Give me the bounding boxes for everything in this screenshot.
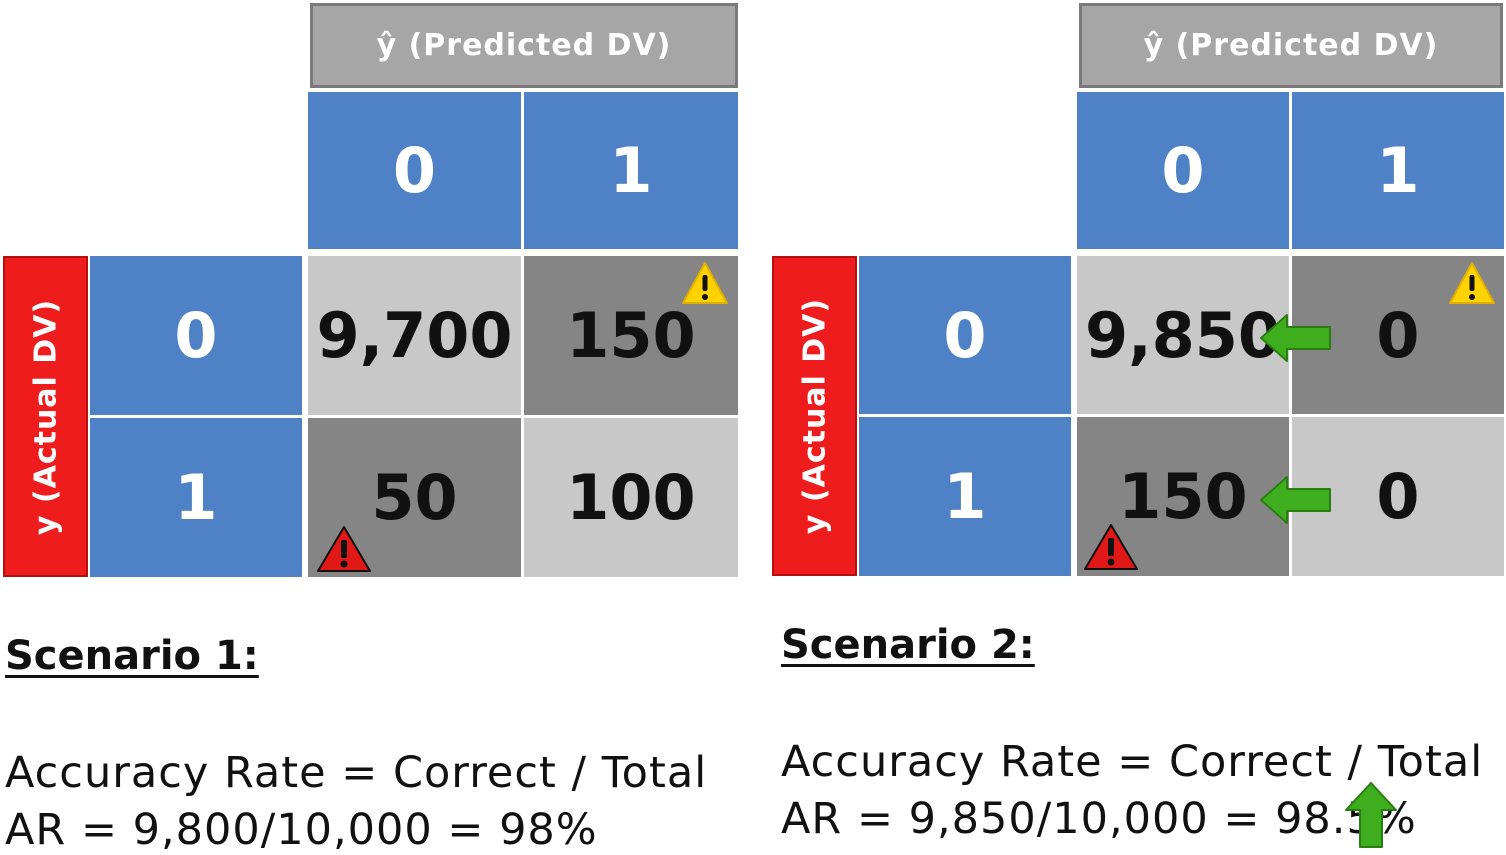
scenario-2-formula-line1: Accuracy Rate = Correct / Total — [781, 737, 1484, 787]
col-header-1-s2: 1 — [1292, 92, 1504, 249]
predicted-header-1: ŷ (Predicted DV) — [310, 3, 738, 88]
row-header-1-s2: 1 — [859, 417, 1071, 576]
scenario-2-title: Scenario 2: — [781, 622, 1035, 668]
warning-triangle-yellow-icon — [1449, 262, 1495, 304]
scenario-1-formula-line2: AR = 9,800/10,000 = 98% — [5, 805, 598, 855]
row-label: 0 — [174, 299, 218, 372]
cell-true-negative-s1: 9,700 — [308, 256, 521, 415]
cell-true-positive-s1: 100 — [524, 418, 738, 577]
row-label: 0 — [943, 298, 987, 372]
cell-value: 0 — [1376, 460, 1420, 533]
row-label: 1 — [174, 461, 218, 534]
cell-value: 100 — [566, 461, 696, 534]
predicted-header-2: ŷ (Predicted DV) — [1079, 3, 1503, 88]
cell-value: 150 — [566, 299, 696, 372]
actual-side-bar-1: y (Actual DV) — [3, 256, 88, 577]
cell-value: 9,850 — [1084, 298, 1282, 372]
col-label: 0 — [392, 134, 437, 207]
warning-triangle-yellow-icon — [682, 262, 728, 304]
scenario-2-formula-line2: AR = 9,850/10,000 = 98.5% — [781, 794, 1417, 844]
row-header-0-s1: 0 — [90, 256, 302, 415]
actual-side-label: y (Actual DV) — [28, 298, 63, 535]
arrow-up-green-icon — [1345, 782, 1397, 848]
col-label: 0 — [1161, 134, 1205, 207]
predicted-header-label: ŷ (Predicted DV) — [376, 28, 672, 63]
col-header-1-s1: 1 — [524, 92, 738, 249]
warning-triangle-red-icon — [1084, 524, 1138, 570]
cell-true-negative-s2: 9,850 — [1077, 256, 1289, 414]
row-header-1-s1: 1 — [90, 418, 302, 577]
cell-value: 50 — [371, 461, 458, 534]
scenario-1-formula-line1: Accuracy Rate = Correct / Total — [5, 748, 708, 798]
scenario-1-title: Scenario 1: — [5, 633, 259, 679]
col-label: 1 — [609, 134, 653, 207]
warning-triangle-red-icon — [317, 526, 371, 572]
arrow-left-green-icon — [1260, 314, 1331, 362]
row-header-0-s2: 0 — [859, 256, 1071, 414]
actual-side-bar-2: y (Actual DV) — [772, 256, 857, 576]
col-label: 1 — [1376, 134, 1420, 207]
cell-value: 0 — [1376, 298, 1420, 372]
row-label: 1 — [943, 460, 987, 533]
col-header-0-s2: 0 — [1077, 92, 1289, 249]
cell-value: 150 — [1118, 460, 1248, 533]
col-header-0-s1: 0 — [308, 92, 521, 249]
cell-value: 9,700 — [316, 299, 513, 372]
actual-side-label: y (Actual DV) — [797, 297, 832, 535]
arrow-left-green-icon — [1260, 476, 1331, 524]
predicted-header-label: ŷ (Predicted DV) — [1143, 28, 1439, 63]
